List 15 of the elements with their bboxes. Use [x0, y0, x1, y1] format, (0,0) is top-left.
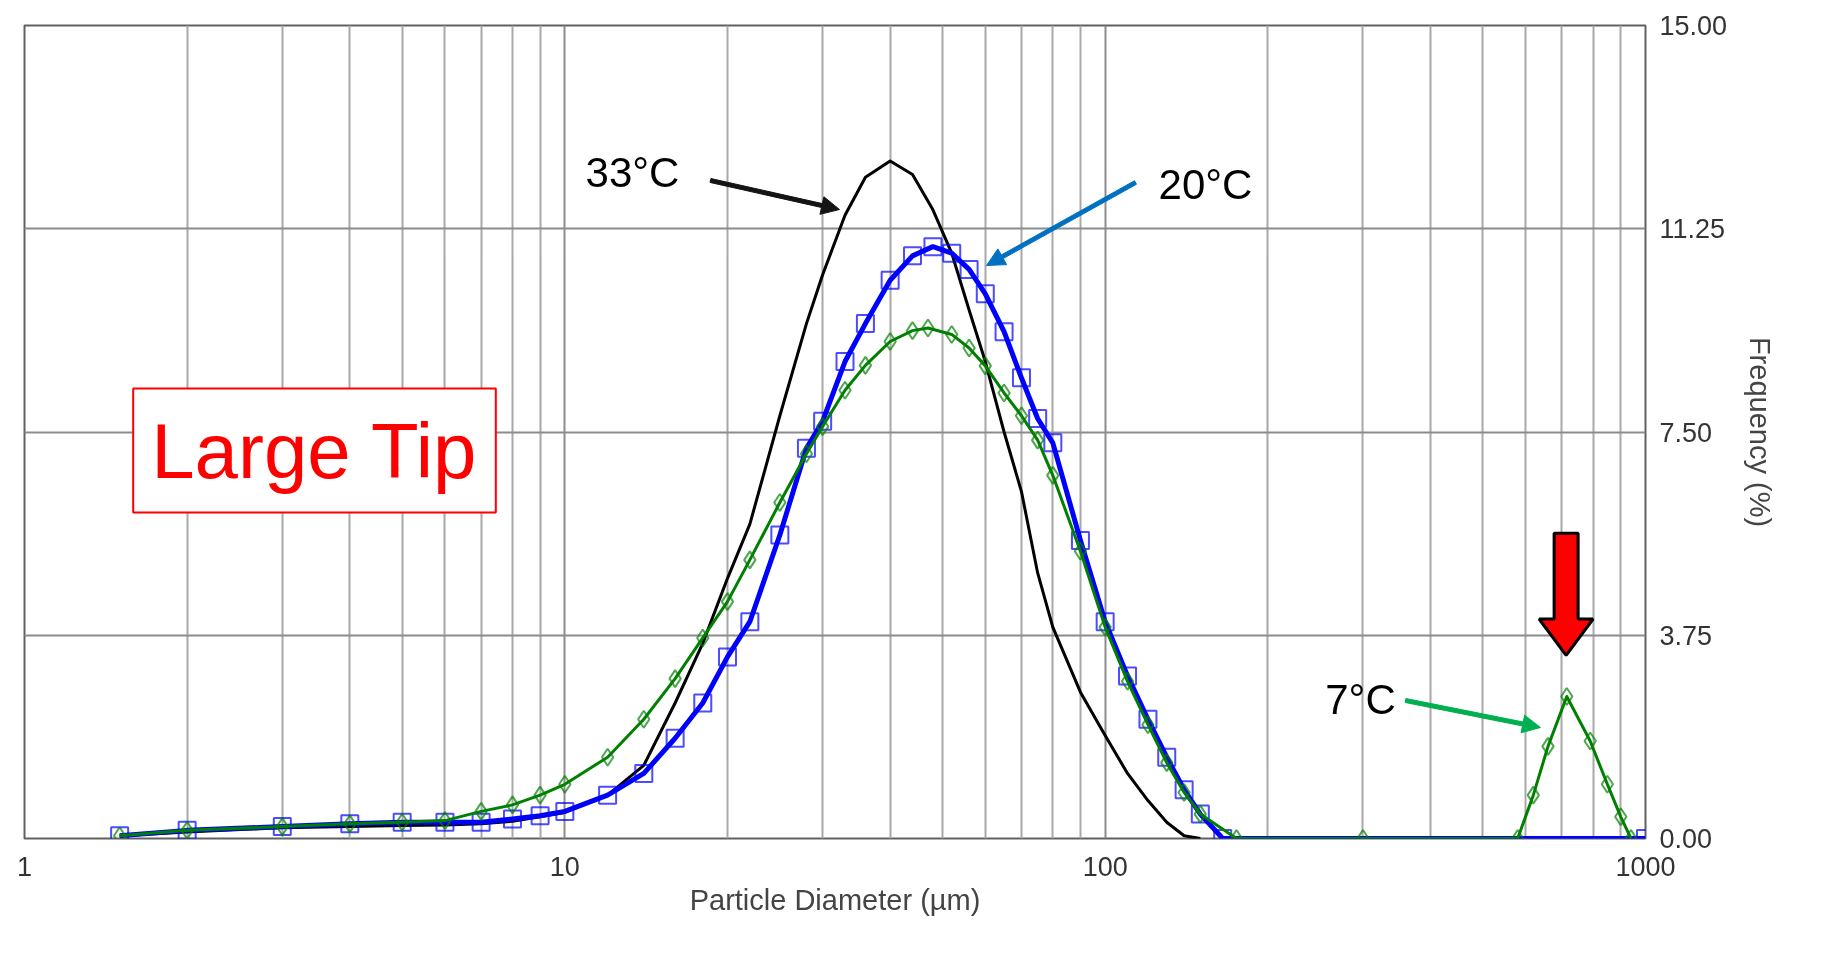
y-tick-label: 3.75: [1659, 620, 1713, 651]
y-tick-label: 7.50: [1659, 417, 1713, 448]
x-tick-label: 100: [1082, 851, 1128, 882]
y-tick-label: 15.00: [1659, 11, 1728, 41]
y-tick-label: 11.25: [1659, 214, 1726, 245]
y-tick-label: 0.00: [1659, 824, 1713, 854]
x-tick-label: 1000: [1615, 851, 1676, 882]
x-tick-label: 10: [549, 851, 580, 882]
annotation: 20°C: [1158, 161, 1253, 208]
annotation: 33°C: [585, 149, 680, 196]
annotation: 7°C: [1325, 676, 1396, 723]
annotation: Large Tip: [151, 406, 477, 495]
y-axis-title: Frequency (%): [1744, 336, 1777, 528]
x-axis-title: Particle Diameter (µm): [689, 883, 981, 916]
x-tick-label: 1: [16, 851, 33, 882]
